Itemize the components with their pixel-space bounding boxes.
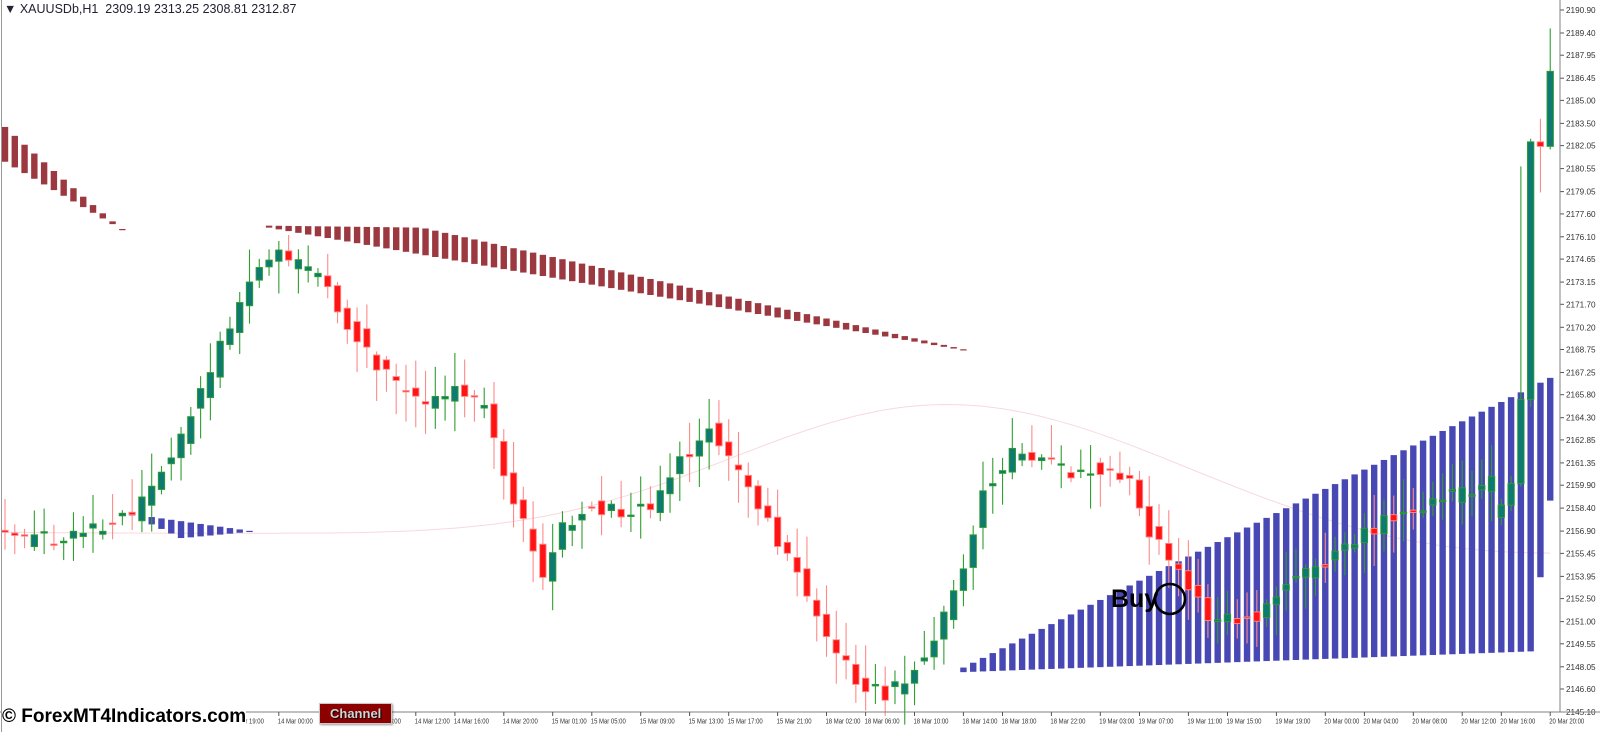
svg-text:20 Mar 04:00: 20 Mar 04:00: [1363, 717, 1398, 726]
svg-text:2149.55: 2149.55: [1566, 640, 1596, 649]
svg-text:2151.00: 2151.00: [1566, 618, 1596, 627]
svg-text:18 Mar 02:00: 18 Mar 02:00: [826, 717, 861, 726]
svg-text:20 Mar 20:00: 20 Mar 20:00: [1549, 717, 1584, 726]
svg-text:2164.30: 2164.30: [1566, 414, 1596, 423]
svg-text:2170.20: 2170.20: [1566, 323, 1596, 332]
svg-text:18 Mar 18:00: 18 Mar 18:00: [1002, 717, 1037, 726]
svg-text:14 Mar 16:00: 14 Mar 16:00: [454, 717, 489, 726]
svg-text:14 Mar 20:00: 14 Mar 20:00: [503, 717, 538, 726]
svg-text:19 Mar 11:00: 19 Mar 11:00: [1187, 717, 1222, 726]
svg-text:18 Mar 14:00: 18 Mar 14:00: [962, 717, 997, 726]
svg-text:2153.95: 2153.95: [1566, 572, 1596, 581]
svg-text:18 Mar 22:00: 18 Mar 22:00: [1050, 717, 1085, 726]
svg-text:2190.90: 2190.90: [1566, 6, 1596, 15]
svg-text:2152.50: 2152.50: [1566, 595, 1596, 604]
svg-text:2176.10: 2176.10: [1566, 233, 1596, 242]
svg-text:20 Mar 00:00: 20 Mar 00:00: [1324, 717, 1359, 726]
svg-text:2162.85: 2162.85: [1566, 436, 1596, 445]
svg-text:2173.15: 2173.15: [1566, 278, 1596, 287]
svg-text:2179.05: 2179.05: [1566, 188, 1596, 197]
svg-text:15 Mar 17:00: 15 Mar 17:00: [728, 717, 763, 726]
svg-text:Buy: Buy: [1111, 585, 1158, 613]
svg-text:2148.05: 2148.05: [1566, 663, 1596, 672]
svg-text:15 Mar 09:00: 15 Mar 09:00: [640, 717, 675, 726]
svg-text:2185.00: 2185.00: [1566, 96, 1596, 105]
svg-text:15 Mar 01:00: 15 Mar 01:00: [552, 717, 587, 726]
svg-text:2189.40: 2189.40: [1566, 29, 1596, 38]
svg-text:2180.55: 2180.55: [1566, 165, 1596, 174]
svg-text:19 Mar 07:00: 19 Mar 07:00: [1139, 717, 1174, 726]
svg-text:2177.60: 2177.60: [1566, 210, 1596, 219]
svg-text:2187.95: 2187.95: [1566, 51, 1596, 60]
svg-text:2183.50: 2183.50: [1566, 119, 1596, 128]
svg-text:20 Mar 12:00: 20 Mar 12:00: [1461, 717, 1496, 726]
svg-text:2168.75: 2168.75: [1566, 346, 1596, 355]
svg-text:2161.35: 2161.35: [1566, 459, 1596, 468]
svg-text:2186.45: 2186.45: [1566, 74, 1596, 83]
svg-text:2158.40: 2158.40: [1566, 504, 1596, 513]
svg-text:2182.05: 2182.05: [1566, 142, 1596, 151]
svg-text:2155.45: 2155.45: [1566, 549, 1596, 558]
svg-text:19 Mar 03:00: 19 Mar 03:00: [1099, 717, 1134, 726]
svg-text:15 Mar 13:00: 15 Mar 13:00: [689, 717, 724, 726]
svg-text:20 Mar 08:00: 20 Mar 08:00: [1412, 717, 1447, 726]
svg-text:2156.90: 2156.90: [1566, 527, 1596, 536]
svg-text:19 Mar 19:00: 19 Mar 19:00: [1275, 717, 1310, 726]
svg-text:2174.65: 2174.65: [1566, 255, 1596, 264]
svg-text:20 Mar 16:00: 20 Mar 16:00: [1500, 717, 1535, 726]
svg-text:15 Mar 05:00: 15 Mar 05:00: [591, 717, 626, 726]
svg-text:15 Mar 21:00: 15 Mar 21:00: [777, 717, 812, 726]
svg-text:19 Mar 15:00: 19 Mar 15:00: [1227, 717, 1262, 726]
svg-text:2171.70: 2171.70: [1566, 300, 1596, 309]
svg-text:18 Mar 06:00: 18 Mar 06:00: [865, 717, 900, 726]
svg-text:2146.60: 2146.60: [1566, 685, 1596, 694]
svg-text:14 Mar 12:00: 14 Mar 12:00: [415, 717, 450, 726]
svg-text:2159.90: 2159.90: [1566, 481, 1596, 490]
svg-text:14 Mar 00:00: 14 Mar 00:00: [278, 717, 313, 726]
svg-text:2165.80: 2165.80: [1566, 391, 1596, 400]
svg-text:2167.25: 2167.25: [1566, 369, 1596, 378]
svg-text:18 Mar 10:00: 18 Mar 10:00: [914, 717, 949, 726]
